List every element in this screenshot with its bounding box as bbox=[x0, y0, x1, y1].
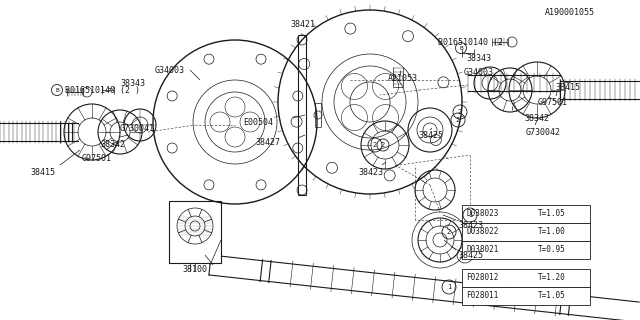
Text: 38427: 38427 bbox=[255, 138, 280, 147]
Text: T=1.00: T=1.00 bbox=[538, 228, 566, 236]
Text: 38425: 38425 bbox=[458, 251, 483, 260]
Text: D038022: D038022 bbox=[466, 228, 499, 236]
Text: 38100: 38100 bbox=[182, 266, 207, 275]
Text: 2: 2 bbox=[381, 142, 385, 148]
Text: A21053: A21053 bbox=[388, 74, 418, 83]
Text: G730041: G730041 bbox=[120, 124, 155, 132]
Text: G97501: G97501 bbox=[82, 154, 112, 163]
Text: 38415: 38415 bbox=[30, 167, 55, 177]
Text: E00504: E00504 bbox=[243, 117, 273, 126]
Bar bbox=[462, 241, 590, 259]
Bar bbox=[462, 223, 590, 241]
Text: F028011: F028011 bbox=[466, 292, 499, 300]
Text: B016510140 (2 ): B016510140 (2 ) bbox=[65, 85, 140, 94]
Text: B: B bbox=[55, 87, 59, 92]
Text: T=1.05: T=1.05 bbox=[538, 292, 566, 300]
Text: 1: 1 bbox=[468, 212, 472, 218]
Text: G34003: G34003 bbox=[155, 66, 185, 75]
Text: T=1.20: T=1.20 bbox=[538, 274, 566, 283]
Text: 38421: 38421 bbox=[290, 20, 315, 28]
Text: 38343: 38343 bbox=[120, 78, 145, 87]
Text: B: B bbox=[459, 45, 463, 51]
Text: T=1.05: T=1.05 bbox=[538, 210, 566, 219]
Text: 38423: 38423 bbox=[358, 167, 383, 177]
Text: 38425: 38425 bbox=[418, 131, 443, 140]
Text: A190001055: A190001055 bbox=[545, 7, 595, 17]
Text: 2: 2 bbox=[447, 229, 451, 235]
Bar bbox=[169, 201, 221, 263]
Text: D038021: D038021 bbox=[466, 245, 499, 254]
Text: D038023: D038023 bbox=[466, 210, 499, 219]
Text: 38423: 38423 bbox=[458, 220, 483, 229]
Text: F028012: F028012 bbox=[466, 274, 499, 283]
Text: 2: 2 bbox=[456, 117, 460, 123]
Text: 38343: 38343 bbox=[466, 53, 491, 62]
Bar bbox=[462, 205, 590, 223]
Text: 38342: 38342 bbox=[100, 140, 125, 148]
Text: G34003: G34003 bbox=[464, 68, 494, 76]
Text: T=0.95: T=0.95 bbox=[538, 245, 566, 254]
Text: 38342: 38342 bbox=[524, 114, 549, 123]
Text: 2: 2 bbox=[373, 142, 377, 148]
Bar bbox=[462, 287, 590, 305]
Text: G97501: G97501 bbox=[538, 98, 568, 107]
Text: 1: 1 bbox=[447, 284, 451, 290]
Bar bbox=[462, 269, 590, 287]
Text: B016510140 (2: B016510140 (2 bbox=[438, 37, 503, 46]
Text: 38415: 38415 bbox=[555, 83, 580, 92]
Text: 2: 2 bbox=[458, 109, 462, 115]
Text: G730042: G730042 bbox=[526, 127, 561, 137]
